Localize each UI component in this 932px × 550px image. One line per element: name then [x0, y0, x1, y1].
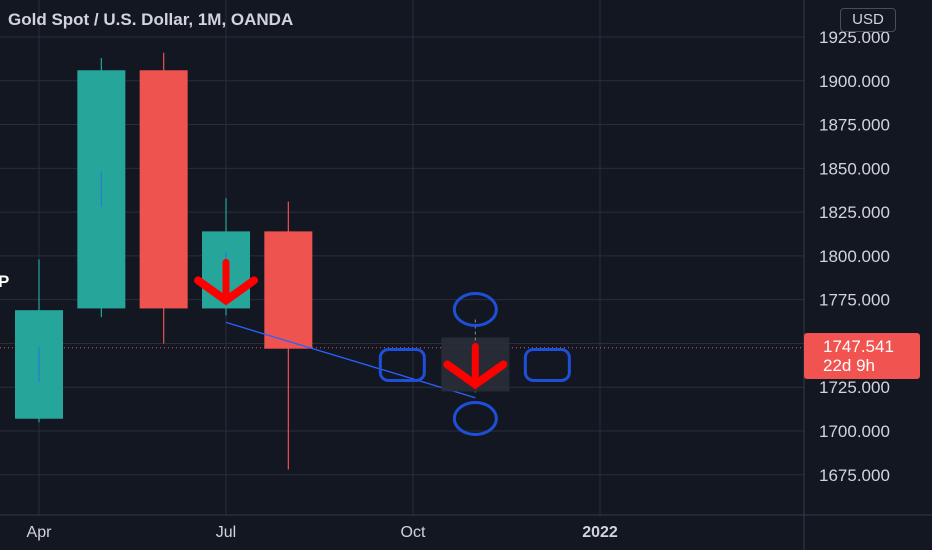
offscreen-label: P: [0, 272, 10, 291]
last-price-value: 1747.541: [823, 337, 894, 356]
target-rect-left: [378, 347, 426, 382]
price-tick-label: 1850.000: [819, 159, 890, 178]
price-tick-label: 1825.000: [819, 203, 890, 222]
target-ellipse-top: [452, 291, 498, 327]
time-tick-label: Oct: [401, 524, 426, 541]
bar-countdown: 22d 9h: [823, 356, 875, 375]
currency-button[interactable]: USD: [840, 8, 896, 32]
time-tick-label: Jul: [216, 524, 236, 541]
price-tick-label: 1725.000: [819, 378, 890, 397]
price-tick-label: 1775.000: [819, 291, 890, 310]
last-price-tag: 1747.541 22d 9h: [804, 333, 920, 379]
target-ellipse-bottom: [452, 400, 498, 436]
trend-line: [225, 321, 476, 399]
price-tick-label: 1800.000: [819, 247, 890, 266]
price-tick-label: 1900.000: [819, 72, 890, 91]
target-rect-right: [523, 347, 571, 382]
time-tick-label: Apr: [27, 524, 53, 541]
time-tick-label: 2022: [582, 524, 618, 541]
down-arrow-icon: [194, 258, 258, 306]
chart-title: Gold Spot / U.S. Dollar, 1M, OANDA: [8, 10, 294, 29]
price-tick-label: 1700.000: [819, 422, 890, 441]
price-tick-label: 1875.000: [819, 116, 890, 135]
price-tick-label: 1675.000: [819, 466, 890, 485]
down-arrow-icon: [443, 342, 508, 390]
price-tick-label: 1925.000: [819, 28, 890, 47]
